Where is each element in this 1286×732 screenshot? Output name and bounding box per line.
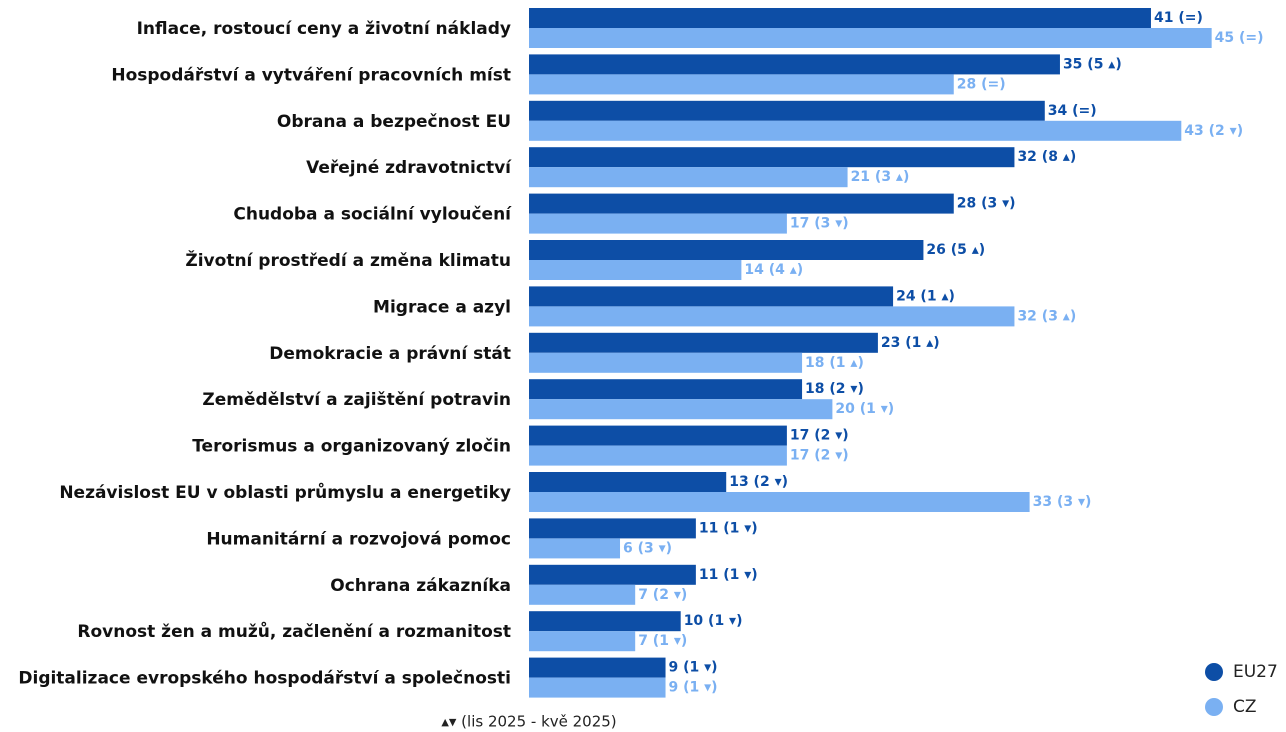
value-label: 17 (2 ▾) [790,428,849,444]
legend-swatch [1205,663,1223,681]
bar [529,472,727,492]
bar [529,538,621,559]
value-label: 17 (3 ▾) [790,216,849,232]
category-label: Digitalizace evropského hospodářství a s… [18,669,511,689]
value-label: 43 (2 ▾) [1184,123,1243,139]
value-label: 6 (3 ▾) [623,540,672,556]
bar [529,286,894,307]
value-label: 23 (1 ▴) [881,335,940,351]
value-label: 34 (=) [1048,103,1097,119]
value-label: 45 (=) [1215,30,1264,46]
bar [529,8,1151,28]
bar [529,100,1045,121]
value-label: 28 (3 ▾) [957,196,1016,212]
bar [529,631,636,652]
value-label: 11 (1 ▾) [699,520,758,536]
bar [529,492,1030,512]
value-label: 7 (1 ▾) [638,633,687,649]
bar [529,74,954,95]
legend-swatch [1205,698,1223,716]
bar [529,306,1015,327]
bar [529,54,1060,75]
value-label: 11 (1 ▾) [699,567,758,583]
bar [529,213,787,234]
value-label: 20 (1 ▾) [835,401,894,417]
category-label: Migrace a azyl [373,297,511,317]
bar [529,332,878,353]
bar [529,167,848,188]
category-label: Hospodářství a vytváření pracovních míst [111,65,511,85]
category-label: Humanitární a rozvojová pomoc [206,529,511,549]
value-label: 24 (1 ▴) [896,288,955,304]
value-label: 35 (5 ▴) [1063,56,1122,72]
bar [529,193,954,214]
category-label: Zemědělství a zajištění potravin [202,390,511,410]
bar [529,399,833,420]
bar [529,28,1212,48]
category-label: Veřejné zdravotnictví [306,158,512,178]
category-label: Terorismus a organizovaný zločin [192,437,511,457]
legend-label: CZ [1233,697,1257,717]
legend-label: EU27 [1233,662,1278,682]
value-label: 18 (1 ▴) [805,355,864,371]
value-label: 18 (2 ▾) [805,381,864,397]
bar [529,260,742,280]
bar [529,120,1182,141]
bar [529,445,787,466]
bar [529,147,1015,168]
category-label: Životní prostředí a změna klimatu [185,249,511,271]
value-label: 9 (1 ▾) [669,660,718,676]
bar [529,564,696,585]
category-label: Inflace, rostoucí ceny a životní náklady [137,19,511,39]
bar [529,611,681,632]
value-label: 17 (2 ▾) [790,448,849,464]
value-label: 21 (3 ▴) [851,169,910,185]
footnote: ▴▾ (lis 2025 - kvě 2025) [441,713,616,731]
value-label: 26 (5 ▴) [926,242,985,258]
bar [529,677,666,698]
bar [529,584,636,605]
category-label: Demokracie a právní stát [269,344,511,364]
bar [529,518,696,539]
value-label: 32 (3 ▴) [1017,308,1076,324]
value-label: 32 (8 ▴) [1017,149,1076,165]
value-label: 9 (1 ▾) [669,680,718,696]
category-label: Rovnost žen a mužů, začlenění a rozmanit… [77,620,511,642]
value-label: 41 (=) [1154,10,1203,26]
value-label: 7 (2 ▾) [638,587,687,603]
category-label: Chudoba a sociální vyloučení [233,205,512,225]
value-label: 13 (2 ▾) [729,474,788,490]
value-label: 14 (4 ▴) [744,262,803,278]
bar [529,425,787,446]
value-label: 10 (1 ▾) [684,613,743,629]
bar [529,352,803,373]
bar [529,240,924,260]
value-label: 33 (3 ▾) [1033,494,1092,510]
bar [529,657,666,678]
category-label: Ochrana zákazníka [330,576,511,596]
bar [529,379,803,400]
category-label: Nezávislost EU v oblasti průmyslu a ener… [59,481,511,503]
category-label: Obrana a bezpečnost EU [277,112,511,132]
value-label: 28 (=) [957,76,1006,92]
